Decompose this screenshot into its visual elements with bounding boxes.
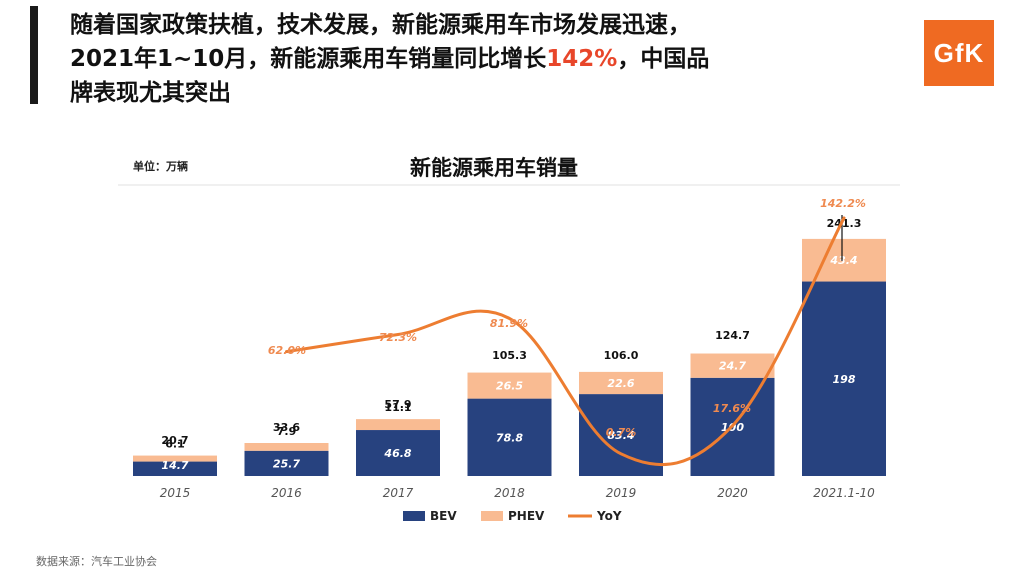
chart-title: 新能源乘用车销量: [410, 156, 578, 180]
phev-bar: [244, 442, 329, 451]
total-value-label: 57.9: [384, 398, 411, 411]
phev-value-label: 22.6: [607, 377, 634, 390]
phev-bar: [133, 455, 217, 462]
legend-label-phev: PHEV: [508, 509, 545, 523]
phev-value-label: 11.1: [384, 401, 411, 414]
bev-value-label: 14.7: [161, 459, 188, 472]
bev-value-label: 25.7: [273, 457, 300, 470]
phev-value-label: 24.7: [719, 360, 746, 373]
phev-value-label: 6.1: [165, 438, 185, 451]
bev-bar: [467, 398, 552, 476]
accent-bar: [30, 6, 38, 104]
x-tick-label: 2021.1-10: [813, 486, 875, 500]
phev-bar: [579, 371, 663, 395]
legend-swatch-bev: [403, 511, 425, 521]
x-tick-label: 2015: [160, 486, 191, 500]
yoy-value-label: 0.7%: [606, 426, 637, 439]
source-note: 数据来源：汽车工业协会: [36, 555, 157, 568]
total-value-label: 124.7: [715, 329, 750, 342]
headline-line-1: 随着国家政策扶植，技术发展，新能源乘用车市场发展迅速，: [70, 12, 691, 38]
headline-line-2-a: 2021年1~10月，新能源乘用车销量同比增长: [70, 46, 547, 72]
x-tick-label: 2018: [494, 486, 525, 500]
unit-label: 单位：万辆: [133, 160, 188, 173]
bev-value-label: 78.8: [496, 431, 523, 444]
x-tick-label: 2016: [271, 486, 302, 500]
total-value-label: 33.6: [273, 421, 300, 434]
phev-value-label: 7.9: [277, 425, 297, 438]
headline-line-2-b: ，中国品: [617, 46, 710, 72]
headline-line-3: 牌表现尤其突出: [70, 80, 231, 106]
legend-label-bev: BEV: [430, 509, 457, 523]
yoy-line: [285, 216, 846, 467]
bev-value-label: 46.8: [383, 447, 411, 460]
bev-bar: [133, 461, 217, 476]
yoy-value-label: 142.2%: [820, 197, 866, 210]
bev-bar: [356, 430, 440, 476]
phev-bar: [356, 419, 440, 431]
total-value-label: 20.7: [161, 434, 188, 447]
legend-swatch-phev: [481, 511, 503, 521]
total-value-label: 241.3: [827, 217, 862, 230]
x-tick-label: 2019: [606, 486, 637, 500]
phev-value-label: 26.5: [496, 380, 523, 393]
yoy-value-label: 72.3%: [379, 331, 417, 344]
bev-bar: [802, 281, 886, 476]
headline-line-2: 2021年1~10月，新能源乘用车销量同比增长142%，中国品: [70, 42, 870, 76]
page-headline: 随着国家政策扶植，技术发展，新能源乘用车市场发展迅速， 2021年1~10月，新…: [70, 8, 870, 110]
phev-value-label: 43.4: [829, 254, 857, 267]
x-tick-label: 2020: [717, 486, 748, 500]
legend-label-yoy: YoY: [596, 509, 622, 523]
headline-highlight: 142%: [546, 46, 618, 72]
bev-value-label: 198: [833, 373, 856, 386]
phev-bar: [690, 353, 775, 378]
gfk-logo: GfK: [924, 20, 994, 86]
yoy-value-label: 62.0%: [268, 344, 306, 357]
bev-bar: [244, 450, 329, 476]
total-value-label: 105.3: [492, 349, 527, 362]
total-value-label: 106.0: [604, 349, 639, 362]
phev-bar: [467, 372, 552, 399]
bev-value-label: 83.4: [607, 429, 634, 442]
yoy-value-label: 81.9%: [490, 317, 528, 330]
yoy-value-label: 17.6%: [713, 402, 751, 415]
x-tick-label: 2017: [383, 486, 414, 500]
